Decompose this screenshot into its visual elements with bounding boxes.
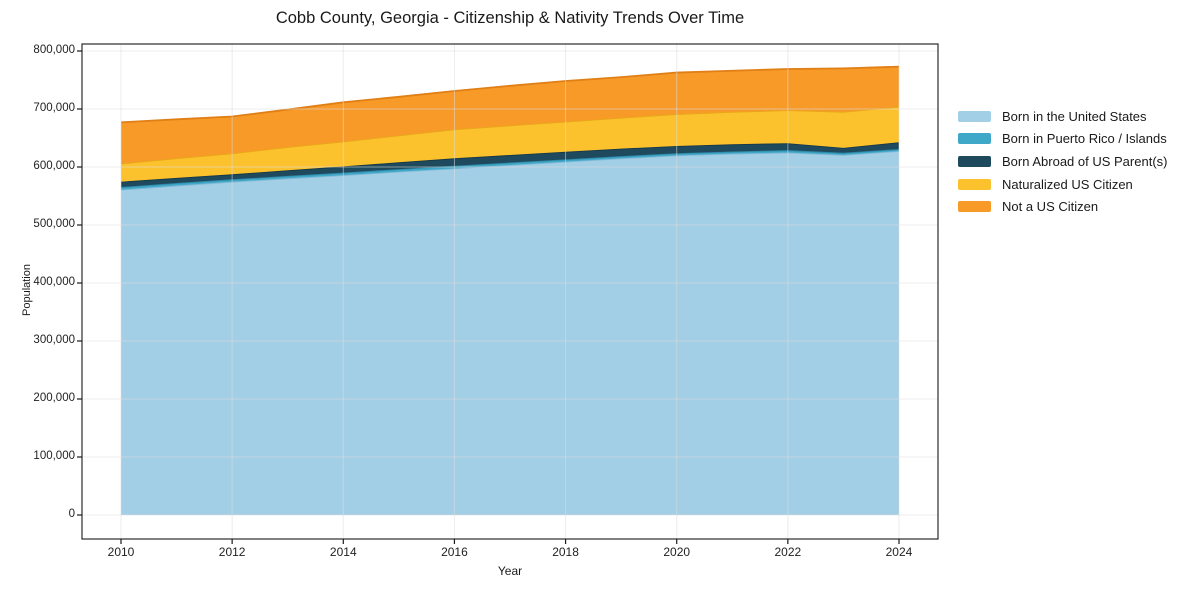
legend-item: Naturalized US Citizen (958, 173, 1167, 196)
legend-label: Not a US Citizen (1002, 199, 1099, 215)
x-tick-label: 2020 (663, 545, 691, 559)
y-tick-label: 300,000 (33, 334, 75, 346)
legend-item: Born Abroad of US Parent(s) (958, 150, 1167, 173)
y-tick-label: 600,000 (33, 160, 75, 172)
x-tick-label: 2016 (441, 545, 468, 559)
legend-item: Not a US Citizen (958, 195, 1167, 218)
legend-label: Born Abroad of US Parent(s) (1002, 153, 1168, 169)
x-tick-label: 2018 (552, 545, 579, 559)
x-tick-label: 2024 (885, 545, 913, 559)
legend-swatch (958, 133, 991, 145)
legend-swatch (958, 201, 991, 213)
y-tick-label: 800,000 (33, 44, 75, 56)
legend-label: Born in Puerto Rico / Islands (1002, 131, 1167, 147)
legend-label: Born in the United States (1002, 108, 1147, 124)
x-tick-label: 2012 (218, 545, 246, 559)
legend-label: Naturalized US Citizen (1002, 176, 1133, 192)
area-series-0 (121, 150, 899, 515)
area-series-4 (121, 66, 899, 164)
area-series-3 (121, 106, 899, 182)
legend: Born in the United States Born in Puerto … (958, 105, 1167, 218)
y-tick-label: 0 (68, 508, 75, 520)
legend-swatch (958, 155, 991, 167)
legend-swatch (958, 178, 991, 190)
legend-item: Born in Puerto Rico / Islands (958, 128, 1167, 151)
legend-swatch (958, 110, 991, 122)
area-series-1 (121, 149, 899, 190)
y-tick-label: 100,000 (33, 450, 75, 462)
x-axis-label: Year (497, 564, 523, 578)
chart-title: Cobb County, Georgia - Citizenship & Nat… (275, 9, 745, 27)
y-tick-label: 400,000 (33, 276, 75, 288)
plot-border (81, 43, 939, 540)
area-edge-4 (120, 65, 900, 124)
x-tick-label: 2010 (107, 545, 135, 559)
legend-item: Born in the United States (958, 105, 1167, 128)
y-tick-label: 500,000 (33, 218, 75, 230)
y-tick-label: 700,000 (33, 102, 75, 114)
x-tick-label: 2014 (329, 545, 357, 559)
x-tick-label: 2022 (774, 545, 802, 559)
y-tick-label: 200,000 (33, 392, 75, 404)
